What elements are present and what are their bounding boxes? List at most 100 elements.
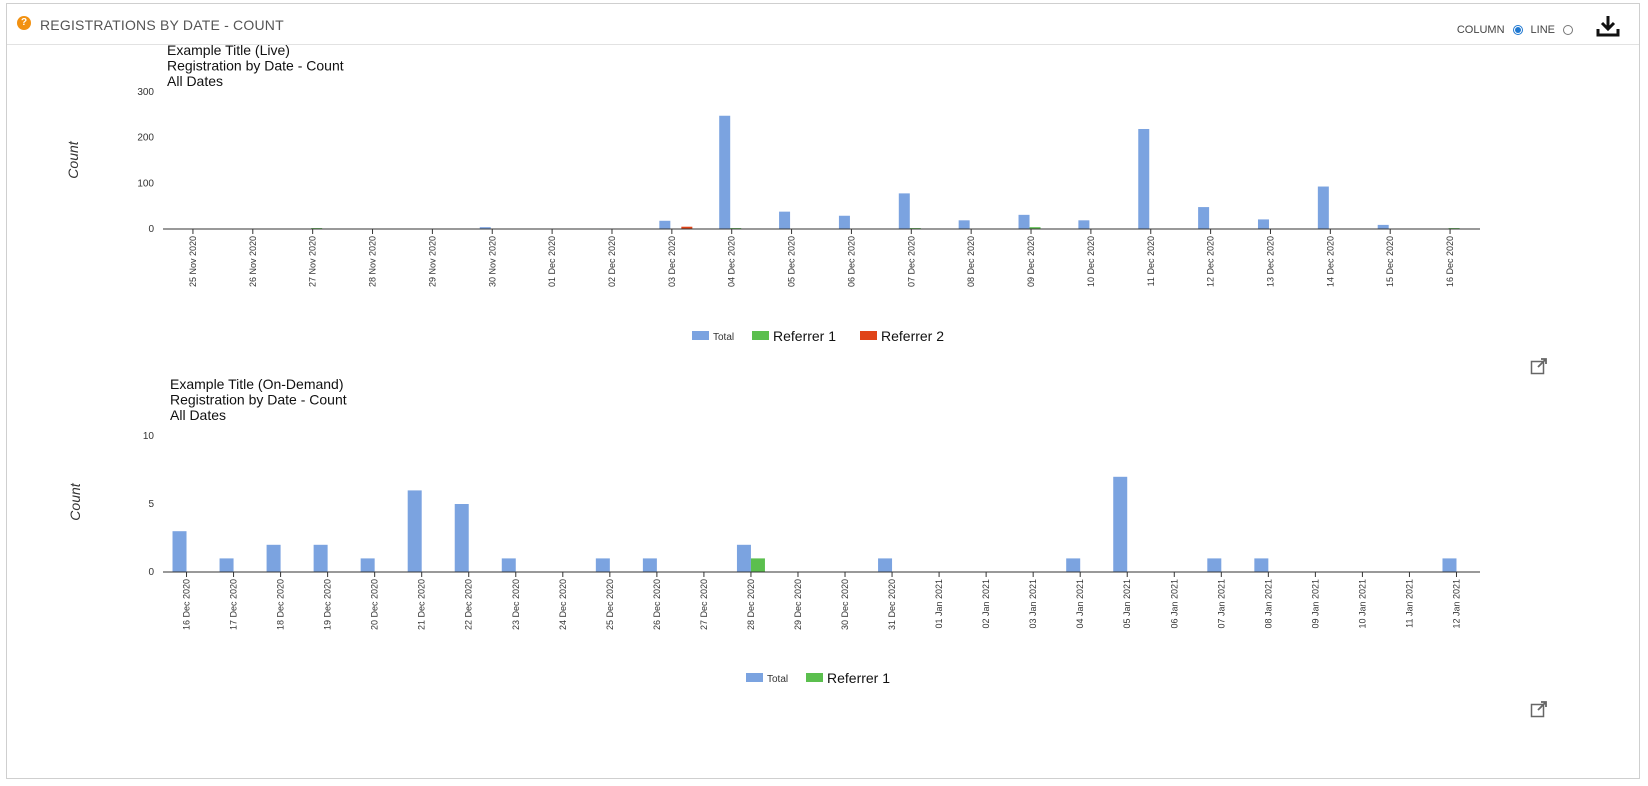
y-axis-label: Count bbox=[65, 140, 81, 178]
chart-title-line: Registration by Date - Count bbox=[167, 58, 344, 74]
y-tick-label: 0 bbox=[148, 567, 154, 578]
x-tick-label: 13 Dec 2020 bbox=[1265, 236, 1275, 287]
x-tick-label: 06 Jan 2021 bbox=[1169, 579, 1179, 629]
x-tick-label: 11 Dec 2020 bbox=[1146, 236, 1156, 286]
x-tick-label: 30 Nov 2020 bbox=[487, 236, 497, 287]
x-tick-label: 03 Dec 2020 bbox=[667, 236, 677, 287]
x-tick-label: 23 Dec 2020 bbox=[511, 579, 521, 630]
y-tick-label: 200 bbox=[137, 133, 154, 144]
bar bbox=[719, 115, 731, 229]
x-tick-label: 28 Nov 2020 bbox=[368, 236, 378, 287]
x-tick-label: 02 Jan 2021 bbox=[981, 579, 991, 629]
x-tick-label: 09 Jan 2021 bbox=[1310, 579, 1320, 629]
x-tick-label: 22 Dec 2020 bbox=[464, 579, 474, 630]
bar bbox=[1257, 219, 1269, 229]
legend-swatch bbox=[752, 331, 769, 340]
x-tick-label: 26 Dec 2020 bbox=[652, 579, 662, 630]
x-tick-label: 24 Dec 2020 bbox=[558, 579, 568, 630]
external-window-icon[interactable] bbox=[1530, 700, 1548, 718]
bar bbox=[1113, 476, 1128, 572]
x-tick-label: 21 Dec 2020 bbox=[417, 579, 427, 630]
panel-title: REGISTRATIONS BY DATE - COUNT bbox=[40, 17, 284, 33]
x-tick-label: 01 Jan 2021 bbox=[934, 579, 944, 629]
x-tick-label: 29 Nov 2020 bbox=[427, 236, 437, 287]
x-tick-label: 03 Jan 2021 bbox=[1028, 579, 1038, 629]
x-tick-label: 25 Nov 2020 bbox=[188, 236, 198, 287]
x-tick-label: 26 Nov 2020 bbox=[248, 236, 258, 287]
legend-swatch bbox=[746, 673, 763, 682]
legend-swatch bbox=[806, 673, 823, 682]
bar bbox=[479, 227, 491, 229]
bar bbox=[1254, 558, 1269, 572]
x-tick-label: 09 Dec 2020 bbox=[1026, 236, 1036, 287]
bar bbox=[736, 544, 751, 572]
x-tick-label: 28 Dec 2020 bbox=[746, 579, 756, 630]
x-tick-label: 08 Dec 2020 bbox=[966, 236, 976, 287]
x-tick-label: 17 Dec 2020 bbox=[229, 579, 239, 630]
x-tick-label: 27 Dec 2020 bbox=[699, 579, 709, 630]
x-tick-label: 11 Jan 2021 bbox=[1404, 579, 1414, 628]
chart-title-line: Example Title (On-Demand) bbox=[170, 376, 344, 392]
x-tick-label: 29 Dec 2020 bbox=[793, 579, 803, 630]
bar bbox=[454, 504, 469, 572]
x-tick-label: 05 Jan 2021 bbox=[1122, 579, 1132, 629]
bar bbox=[1207, 558, 1222, 572]
bar bbox=[1317, 186, 1329, 229]
x-tick-label: 06 Dec 2020 bbox=[846, 236, 856, 287]
chart-type-toggle: COLUMN LINE bbox=[1457, 23, 1577, 37]
download-icon[interactable] bbox=[1595, 13, 1621, 39]
bar bbox=[1018, 214, 1030, 229]
bar bbox=[313, 544, 328, 572]
question-circle-icon[interactable]: ? bbox=[17, 16, 31, 30]
bar bbox=[838, 215, 850, 229]
legend-label: Total bbox=[767, 674, 788, 685]
bar bbox=[779, 211, 791, 229]
y-tick-label: 0 bbox=[148, 224, 154, 235]
bar bbox=[958, 220, 970, 229]
x-tick-label: 20 Dec 2020 bbox=[370, 579, 380, 630]
bar bbox=[1442, 558, 1457, 572]
y-tick-label: 300 bbox=[137, 87, 154, 98]
legend-label: Referrer 1 bbox=[773, 328, 836, 344]
x-tick-label: 04 Dec 2020 bbox=[727, 236, 737, 287]
y-tick-label: 100 bbox=[137, 178, 154, 189]
x-tick-label: 16 Dec 2020 bbox=[1445, 236, 1455, 287]
bar bbox=[595, 558, 610, 572]
legend-label: Referrer 2 bbox=[881, 328, 944, 344]
bar bbox=[1138, 128, 1150, 229]
bar bbox=[219, 558, 234, 572]
y-axis-label: Count bbox=[67, 482, 83, 520]
bar bbox=[407, 490, 422, 572]
bar bbox=[1078, 220, 1090, 229]
bar bbox=[878, 558, 893, 572]
chart-title-line: Registration by Date - Count bbox=[170, 392, 347, 408]
x-tick-label: 19 Dec 2020 bbox=[323, 579, 333, 630]
x-tick-label: 08 Jan 2021 bbox=[1263, 579, 1273, 629]
x-tick-label: 27 Nov 2020 bbox=[308, 236, 318, 287]
y-tick-label: 5 bbox=[148, 499, 154, 510]
bar bbox=[360, 558, 375, 572]
bar bbox=[898, 193, 910, 229]
bar bbox=[266, 544, 281, 572]
x-tick-label: 10 Dec 2020 bbox=[1086, 236, 1096, 287]
x-tick-label: 10 Jan 2021 bbox=[1357, 579, 1367, 629]
bar bbox=[1377, 224, 1389, 229]
chart-title-line: All Dates bbox=[167, 73, 223, 89]
x-tick-label: 02 Dec 2020 bbox=[607, 236, 617, 287]
bar bbox=[642, 558, 657, 572]
x-tick-label: 15 Dec 2020 bbox=[1385, 236, 1395, 287]
column-radio[interactable] bbox=[1512, 25, 1523, 35]
bar bbox=[1029, 227, 1041, 229]
bar bbox=[1198, 207, 1210, 229]
x-tick-label: 07 Dec 2020 bbox=[906, 236, 916, 287]
bar bbox=[1066, 558, 1081, 572]
x-tick-label: 31 Dec 2020 bbox=[887, 579, 897, 630]
bar bbox=[659, 220, 671, 229]
column-option-label: COLUMN bbox=[1456, 24, 1505, 36]
panel-header: ? REGISTRATIONS BY DATE - COUNT COLUMN L… bbox=[7, 4, 1639, 45]
external-window-icon[interactable] bbox=[1530, 357, 1548, 375]
line-radio[interactable] bbox=[1563, 25, 1573, 35]
x-tick-label: 12 Dec 2020 bbox=[1206, 236, 1216, 287]
x-tick-label: 16 Dec 2020 bbox=[182, 579, 192, 630]
